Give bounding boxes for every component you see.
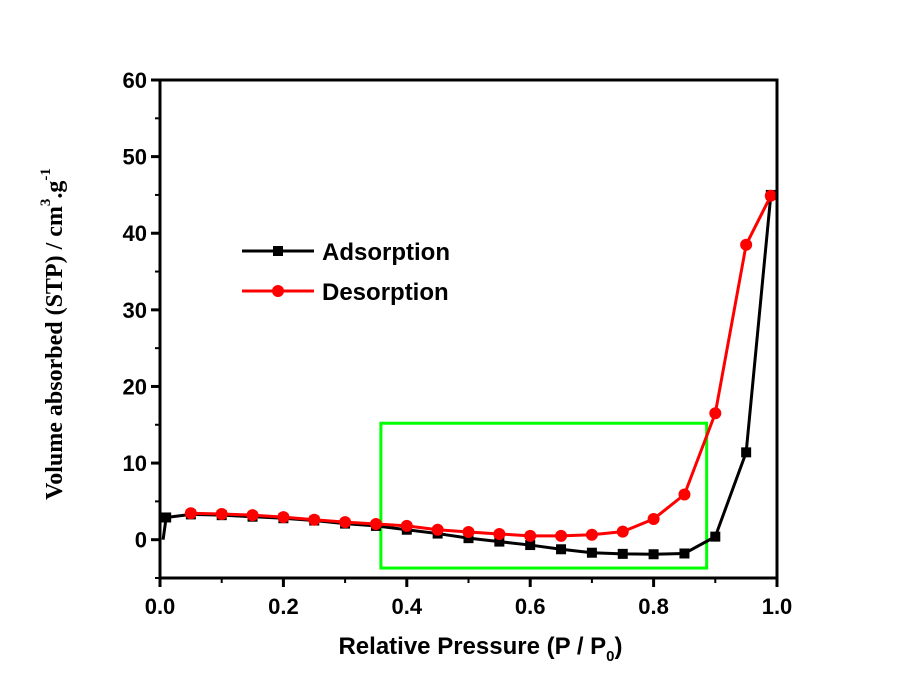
x-tick-label: 0.2 bbox=[268, 594, 299, 619]
desorption-point bbox=[184, 507, 197, 520]
desorption-point bbox=[215, 508, 228, 521]
desorption-point bbox=[678, 488, 691, 501]
y-tick-label: 0 bbox=[135, 528, 147, 553]
x-tick-label: 0.4 bbox=[392, 594, 423, 619]
desorption-point bbox=[740, 238, 753, 251]
x-tick-label: 0.8 bbox=[638, 594, 669, 619]
adsorption-point bbox=[556, 544, 567, 555]
adsorption-point bbox=[494, 536, 505, 547]
highlight-rectangle bbox=[379, 421, 709, 570]
y-tick-label: 40 bbox=[123, 221, 147, 246]
desorption-point bbox=[462, 526, 475, 539]
adsorption-point bbox=[161, 512, 172, 523]
y-axis-title: Volume absorbed (STP) / cm3.g-1 bbox=[38, 168, 68, 500]
x-tick-label: 0.0 bbox=[145, 594, 176, 619]
y-tick-label: 60 bbox=[123, 68, 147, 93]
y-axis-title-main: Volume absorbed (STP) / cm bbox=[42, 206, 68, 500]
desorption-point bbox=[431, 523, 444, 536]
desorption-point bbox=[616, 525, 629, 538]
adsorption-point bbox=[710, 531, 721, 542]
x-axis-title-subscript: 0 bbox=[606, 648, 614, 665]
x-axis-ticks: 0.0 0.2 0.4 0.6 0.8 1.0 bbox=[145, 578, 793, 619]
adsorption-point bbox=[463, 533, 474, 544]
desorption-point bbox=[400, 519, 413, 532]
adsorption-point bbox=[525, 540, 536, 551]
y-axis-title-sup1: 3 bbox=[38, 199, 54, 207]
y-axis-title-sup2: -1 bbox=[38, 168, 54, 181]
adsorption-point bbox=[648, 549, 659, 560]
legend-item-desorption: Desorption bbox=[242, 279, 449, 306]
desorption-point bbox=[647, 513, 660, 526]
x-tick-label: 0.6 bbox=[515, 594, 546, 619]
y-tick-label: 30 bbox=[123, 298, 147, 323]
desorption-point bbox=[369, 517, 382, 530]
adsorption-point bbox=[617, 548, 628, 559]
y-axis-title-mid: .g bbox=[42, 181, 68, 199]
series-layer bbox=[161, 189, 777, 560]
legend: Adsorption Desorption bbox=[242, 239, 450, 306]
plot-frame bbox=[158, 78, 779, 580]
desorption-point bbox=[277, 511, 290, 524]
adsorption-point bbox=[679, 548, 690, 559]
x-axis-title-main: Relative Pressure (P / P bbox=[338, 633, 606, 660]
x-axis-title-end: ) bbox=[615, 633, 623, 660]
annotations-layer bbox=[379, 421, 709, 570]
y-axis-ticks: 0 10 20 30 40 50 60 bbox=[123, 68, 160, 579]
x-tick-label: 1.0 bbox=[762, 594, 793, 619]
legend-label: Desorption bbox=[322, 279, 449, 306]
series-desorption bbox=[184, 189, 777, 542]
desorption-point bbox=[308, 513, 321, 526]
desorption-point bbox=[555, 529, 568, 542]
desorption-point bbox=[339, 516, 352, 529]
series-adsorption bbox=[161, 189, 776, 560]
legend-item-adsorption: Adsorption bbox=[242, 239, 450, 266]
desorption-point bbox=[246, 509, 259, 522]
legend-marker-square bbox=[273, 246, 283, 256]
x-axis-title: Relative Pressure (P / P0) bbox=[338, 633, 622, 665]
desorption-point bbox=[585, 528, 598, 541]
adsorption-point bbox=[741, 447, 752, 458]
y-tick-label: 10 bbox=[123, 451, 147, 476]
legend-marker-circle bbox=[272, 285, 284, 297]
adsorption-line bbox=[161, 194, 773, 556]
desorption-point bbox=[493, 527, 506, 540]
desorption-point bbox=[709, 407, 722, 420]
y-tick-label: 20 bbox=[123, 374, 147, 399]
y-tick-label: 50 bbox=[123, 145, 147, 170]
desorption-point bbox=[764, 189, 777, 202]
desorption-point bbox=[524, 529, 537, 542]
legend-label: Adsorption bbox=[322, 239, 450, 266]
adsorption-point bbox=[586, 547, 597, 558]
